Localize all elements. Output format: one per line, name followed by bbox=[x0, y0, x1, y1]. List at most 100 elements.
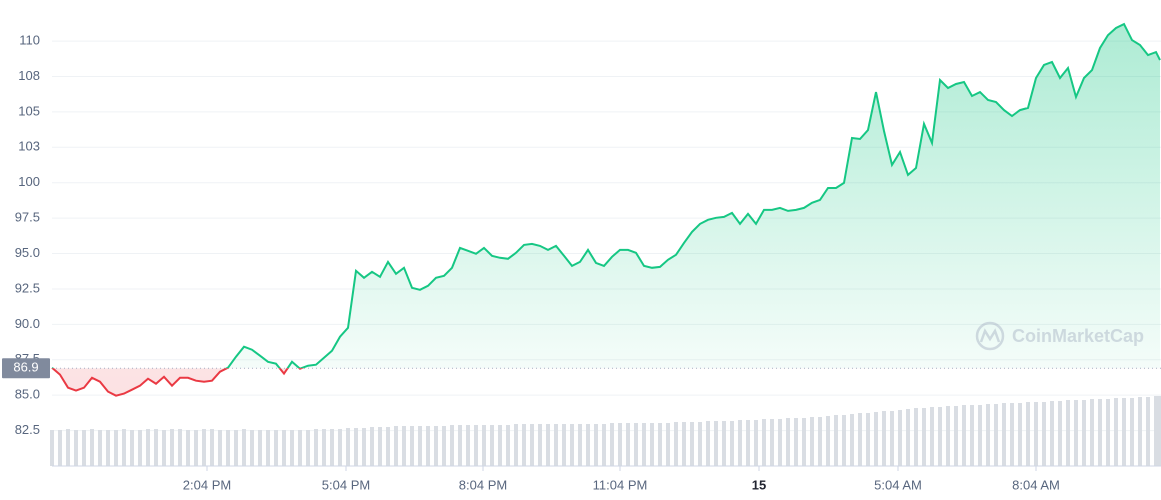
y-tick-label: 97.5 bbox=[15, 210, 40, 225]
x-tick-label: 5:04 AM bbox=[874, 477, 922, 492]
volume-bar bbox=[882, 411, 886, 466]
volume-bar bbox=[1074, 400, 1078, 466]
price-area-up bbox=[52, 24, 1160, 369]
volume-bar bbox=[1090, 399, 1094, 466]
x-tick-label: 5:04 PM bbox=[322, 477, 370, 492]
volume-bar bbox=[866, 413, 870, 466]
watermark: CoinMarketCap bbox=[975, 321, 1144, 351]
axes: 82.585.087.590.092.595.097.5100103105108… bbox=[2, 33, 1161, 492]
volume-bar bbox=[666, 423, 670, 466]
volume-bar bbox=[362, 428, 366, 466]
volume-bar bbox=[858, 413, 862, 466]
x-tick-label: 15 bbox=[752, 477, 766, 492]
volume-bar bbox=[946, 406, 950, 466]
watermark-logo bbox=[979, 328, 1001, 343]
x-tick-label: 8:04 AM bbox=[1012, 477, 1060, 492]
volume-bar bbox=[850, 414, 854, 466]
volume-bar bbox=[146, 429, 150, 466]
volume-bar bbox=[154, 429, 158, 466]
volume-bar bbox=[434, 426, 438, 466]
volume-bar bbox=[682, 422, 686, 466]
volume-bar bbox=[602, 424, 606, 466]
volume-bars bbox=[50, 396, 1161, 466]
y-tick-label: 100 bbox=[18, 174, 40, 189]
volume-bar bbox=[322, 429, 326, 466]
volume-bar bbox=[690, 422, 694, 466]
volume-bar bbox=[306, 430, 310, 466]
volume-bar bbox=[898, 410, 902, 466]
y-tick-label: 108 bbox=[18, 68, 40, 83]
volume-bar bbox=[1042, 402, 1046, 466]
volume-bar bbox=[1026, 402, 1030, 466]
volume-bar bbox=[578, 424, 582, 466]
volume-bar bbox=[458, 425, 462, 466]
volume-bar bbox=[98, 430, 102, 466]
volume-bar bbox=[1098, 399, 1102, 466]
volume-bar bbox=[226, 430, 230, 466]
volume-bar bbox=[922, 408, 926, 466]
volume-bar bbox=[506, 425, 510, 466]
y-tick-label: 82.5 bbox=[15, 422, 40, 437]
volume-bar bbox=[994, 404, 998, 466]
volume-bar bbox=[986, 404, 990, 466]
volume-bar bbox=[642, 423, 646, 466]
volume-bar bbox=[66, 429, 70, 466]
volume-bar bbox=[258, 430, 262, 466]
volume-bar bbox=[698, 422, 702, 466]
volume-bar bbox=[914, 408, 918, 466]
volume-bar bbox=[618, 423, 622, 466]
volume-bar bbox=[418, 426, 422, 466]
volume-bar bbox=[202, 429, 206, 466]
reference-label-box bbox=[2, 358, 50, 379]
price-area-down bbox=[52, 368, 302, 396]
volume-bar bbox=[586, 424, 590, 466]
volume-bar bbox=[1018, 403, 1022, 466]
volume-bar bbox=[378, 427, 382, 466]
volume-bar bbox=[970, 405, 974, 466]
plot bbox=[51, 22, 1161, 397]
volume-bar bbox=[58, 430, 62, 466]
watermark-logo bbox=[975, 321, 1005, 351]
volume-bar bbox=[978, 405, 982, 466]
volume-bar bbox=[962, 405, 966, 466]
volume-bar bbox=[546, 424, 550, 466]
volume-bar bbox=[778, 419, 782, 466]
volume-bar bbox=[562, 424, 566, 466]
volume-bar bbox=[1114, 398, 1118, 466]
volume-bar bbox=[674, 422, 678, 466]
volume-bar bbox=[1010, 403, 1014, 466]
volume-bar bbox=[810, 417, 814, 466]
volume-bar bbox=[394, 426, 398, 466]
volume-bar bbox=[186, 430, 190, 466]
volume-bar bbox=[522, 424, 526, 466]
volume-bar bbox=[706, 421, 710, 466]
volume-bar bbox=[82, 430, 86, 466]
volume-bar bbox=[834, 415, 838, 466]
volume-bar bbox=[738, 420, 742, 466]
x-tick-label: 11:04 PM bbox=[593, 477, 648, 492]
volume-bar bbox=[242, 429, 246, 466]
y-tick-label: 105 bbox=[18, 103, 40, 118]
y-tick-label: 90.0 bbox=[15, 316, 40, 331]
volume-bar bbox=[250, 430, 254, 466]
volume-bar bbox=[482, 425, 486, 466]
volume-bar bbox=[770, 419, 774, 466]
volume-bar bbox=[746, 420, 750, 466]
volume-bar bbox=[386, 427, 390, 466]
volume-bar bbox=[1130, 398, 1134, 466]
volume-bar bbox=[402, 426, 406, 466]
y-tick-label: 92.5 bbox=[15, 280, 40, 295]
volume-bar bbox=[450, 425, 454, 466]
volume-bar bbox=[610, 423, 614, 466]
volume-bar bbox=[274, 430, 278, 466]
volume-bar bbox=[1050, 401, 1054, 466]
volume-bar bbox=[210, 429, 214, 466]
volume-bar bbox=[874, 412, 878, 466]
volume-bar bbox=[122, 429, 126, 466]
volume-bar bbox=[370, 427, 374, 466]
volume-bar bbox=[50, 430, 54, 466]
volume-bar bbox=[106, 430, 110, 466]
y-tick-label: 103 bbox=[18, 139, 40, 154]
volume-bar bbox=[1146, 397, 1150, 466]
